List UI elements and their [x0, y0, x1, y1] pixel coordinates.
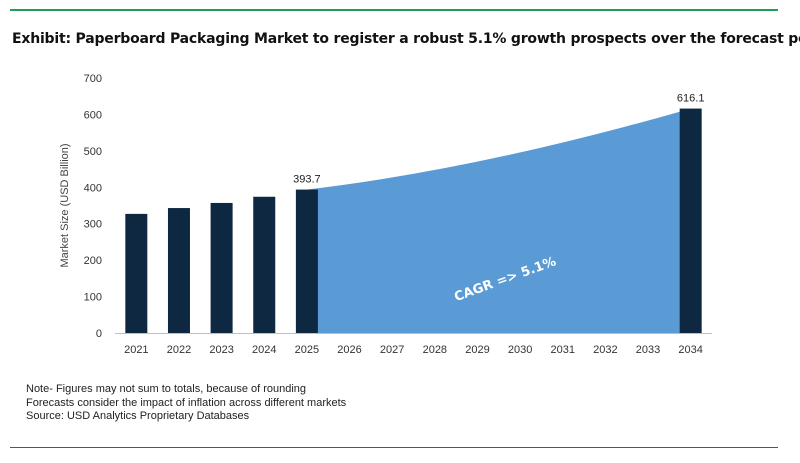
y-tick-label: 600: [84, 109, 102, 121]
x-axis-ticks: 2021 2022 2023 2024 2025 2026 2027 2028 2029 2030…: [124, 344, 703, 356]
x-tick-label: 2022: [167, 344, 191, 356]
data-label-2034: 616.1: [677, 93, 705, 105]
bottom-rule: [10, 447, 778, 448]
y-tick-label: 200: [84, 255, 102, 267]
data-labels: 393.7 616.1: [293, 93, 704, 186]
x-tick-label: 2028: [423, 344, 447, 356]
top-rule: [10, 9, 778, 11]
x-tick-label: 2026: [337, 344, 361, 356]
cagr-area: [306, 108, 691, 333]
note-source: Source: USD Analytics Proprietary Databa…: [26, 410, 250, 422]
y-tick-label: 300: [84, 219, 102, 231]
note-inflation: Forecasts consider the impact of inflati…: [26, 396, 347, 409]
y-tick-label: 500: [84, 146, 102, 158]
bar-2024: [253, 196, 276, 333]
y-tick-label: 100: [84, 292, 102, 304]
page-title: Exhibit: Paperboard Packaging Market to …: [12, 31, 800, 47]
bar-2023: [210, 202, 233, 333]
x-tick-label: 2029: [465, 344, 489, 356]
footnotes: Note- Figures may not sum to totals, bec…: [26, 383, 346, 424]
x-tick-label: 2031: [551, 344, 575, 356]
x-tick-label: 2030: [508, 344, 532, 356]
data-label-2025: 393.7: [293, 174, 321, 186]
market-size-chart: Market Size (USD Billion) 0 100 200 300 400 5…: [59, 73, 712, 356]
x-tick-label: 2025: [295, 344, 319, 356]
x-tick-label: 2034: [678, 344, 702, 356]
bar-2034: [679, 108, 702, 333]
y-tick-label: 400: [84, 182, 102, 194]
bar-2022: [167, 208, 190, 333]
bars: [125, 108, 702, 333]
x-tick-label: 2023: [209, 344, 233, 356]
y-axis-label: Market Size (USD Billion): [59, 143, 71, 267]
x-tick-label: 2024: [252, 344, 276, 356]
bar-2021: [125, 213, 148, 333]
y-axis-ticks: 0 100 200 300 400 500 600 700: [84, 73, 102, 340]
x-tick-label: 2033: [636, 344, 660, 356]
bar-2025: [295, 189, 318, 333]
y-tick-label: 700: [84, 73, 102, 85]
note-rounding: Note- Figures may not sum to totals, bec…: [26, 383, 307, 395]
y-tick-label: 0: [96, 328, 102, 340]
x-tick-label: 2032: [593, 344, 617, 356]
x-tick-label: 2021: [124, 344, 148, 356]
x-tick-label: 2027: [380, 344, 404, 356]
